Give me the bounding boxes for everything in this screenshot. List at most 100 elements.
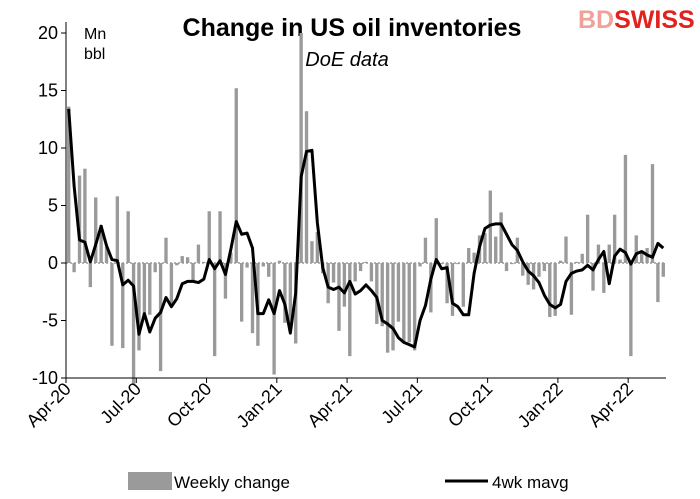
- brand-logo-text: BDSWISS: [578, 6, 695, 34]
- bar-weekly-change: [342, 263, 347, 307]
- bar-weekly-change: [304, 111, 309, 263]
- bar-weekly-change: [115, 196, 120, 263]
- bar-weekly-change: [218, 211, 222, 263]
- bar-weekly-change: [196, 244, 201, 263]
- bar-weekly-change: [629, 263, 633, 357]
- bar-weekly-change: [456, 263, 460, 265]
- bar-weekly-change: [369, 263, 374, 282]
- x-tick-label: Oct-21: [444, 379, 496, 431]
- bar-weekly-change: [542, 263, 547, 272]
- bar-weekly-change: [569, 263, 574, 315]
- bar-weekly-change: [240, 263, 244, 322]
- bar-weekly-change: [245, 263, 249, 268]
- bar-weekly-change: [126, 211, 130, 263]
- bar-weekly-change: [494, 236, 498, 263]
- bar-weekly-change: [407, 263, 411, 343]
- bar-weekly-change: [229, 252, 233, 263]
- bar-weekly-change: [602, 263, 606, 293]
- bar-weekly-change: [234, 88, 238, 263]
- y-tick-label: 5: [48, 196, 58, 216]
- chart-subtitle: DoE data: [305, 49, 388, 71]
- bar-weekly-change: [499, 212, 503, 263]
- bar-weekly-change: [315, 231, 320, 263]
- bar-weekly-change: [450, 263, 455, 316]
- bar-weekly-change: [591, 263, 595, 291]
- bar-weekly-change: [553, 263, 557, 316]
- bar-weekly-change: [250, 263, 255, 334]
- bar-weekly-change: [99, 225, 103, 263]
- bar-weekly-change: [656, 263, 660, 303]
- y-tick-label: 20: [38, 23, 58, 43]
- bar-weekly-change: [558, 260, 563, 263]
- bar-weekly-change: [267, 263, 271, 277]
- legend-label-4wk-mavg: 4wk mavg: [492, 473, 569, 492]
- bar-weekly-change: [121, 263, 125, 349]
- bar-weekly-change: [212, 263, 217, 357]
- bar-weekly-change: [564, 236, 568, 263]
- bar-weekly-change: [661, 263, 665, 277]
- bar-weekly-change: [434, 218, 438, 263]
- bar-weekly-change: [94, 197, 98, 263]
- bar-weekly-change: [277, 260, 282, 263]
- y-tick-label: 0: [48, 253, 58, 273]
- bar-weekly-change: [375, 263, 379, 324]
- y-tick-label: -5: [42, 311, 58, 331]
- bar-weekly-change: [104, 246, 109, 263]
- bar-weekly-change: [580, 253, 584, 263]
- bar-weekly-change: [537, 263, 541, 277]
- bar-weekly-change: [575, 261, 579, 263]
- bar-weekly-change: [429, 263, 433, 313]
- bar-weekly-change: [596, 244, 601, 263]
- bar-weekly-change: [607, 244, 611, 263]
- legend: Weekly change 4wk mavg: [128, 472, 569, 492]
- bar-weekly-change: [158, 263, 163, 372]
- bar-weekly-change: [169, 263, 174, 306]
- bar-weekly-change: [110, 263, 114, 346]
- bar-weekly-change: [640, 250, 644, 263]
- x-axis-ticks: Apr-20 Jul-20 Oct-20 Jan-21 Apr-21 Jul-21 Oct-…: [22, 378, 637, 432]
- y-axis-ticks: -10 -5 0 5 10 15 20: [32, 23, 66, 388]
- bar-weekly-change: [83, 168, 87, 263]
- bar-weekly-change: [380, 263, 384, 327]
- bar-weekly-change: [521, 263, 525, 276]
- brand-logo-part2: SWISS: [614, 6, 695, 34]
- bar-weekly-change: [548, 263, 552, 318]
- y-tick-label: -10: [32, 368, 58, 388]
- legend-swatch-weekly-change: [128, 472, 172, 490]
- bar-weekly-change: [445, 263, 449, 304]
- bar-weekly-change: [180, 256, 184, 263]
- line-4wk-mavg: [67, 108, 665, 349]
- bar-weekly-change: [650, 164, 655, 263]
- x-tick-label: Jul-21: [377, 379, 426, 428]
- bar-weekly-change: [634, 235, 638, 263]
- chart-title: Change in US oil inventories: [183, 14, 522, 42]
- bar-weekly-change: [261, 263, 265, 267]
- bar-weekly-change: [223, 263, 228, 299]
- bar-weekly-change: [272, 263, 276, 375]
- x-tick-label: Jan-21: [233, 379, 286, 432]
- x-tick-label: Jul-20: [96, 379, 145, 428]
- brand-logo: BDSWISS: [578, 6, 695, 34]
- legend-label-weekly-change: Weekly change: [174, 473, 290, 492]
- bar-weekly-change: [483, 233, 487, 263]
- bar-weekly-change: [412, 263, 417, 351]
- bar-weekly-change: [461, 263, 465, 307]
- bar-weekly-change: [623, 154, 628, 263]
- x-tick-label: Jan-22: [514, 379, 567, 432]
- bar-weekly-change: [137, 263, 141, 351]
- bar-weekly-change: [337, 263, 341, 331]
- bar-weekly-change: [153, 263, 157, 273]
- bar-weekly-change: [467, 248, 471, 263]
- bar-weekly-change: [88, 263, 92, 288]
- bar-weekly-change: [402, 263, 406, 342]
- bar-weekly-change: [440, 263, 444, 265]
- bar-weekly-change: [299, 33, 303, 263]
- bar-weekly-change: [72, 263, 76, 273]
- bar-weekly-change: [618, 259, 622, 263]
- bar-weekly-change: [131, 263, 136, 385]
- bar-weekly-change: [423, 237, 428, 263]
- bar-weekly-change: [391, 263, 395, 351]
- bar-weekly-change: [526, 263, 530, 285]
- bar-weekly-change: [148, 263, 152, 315]
